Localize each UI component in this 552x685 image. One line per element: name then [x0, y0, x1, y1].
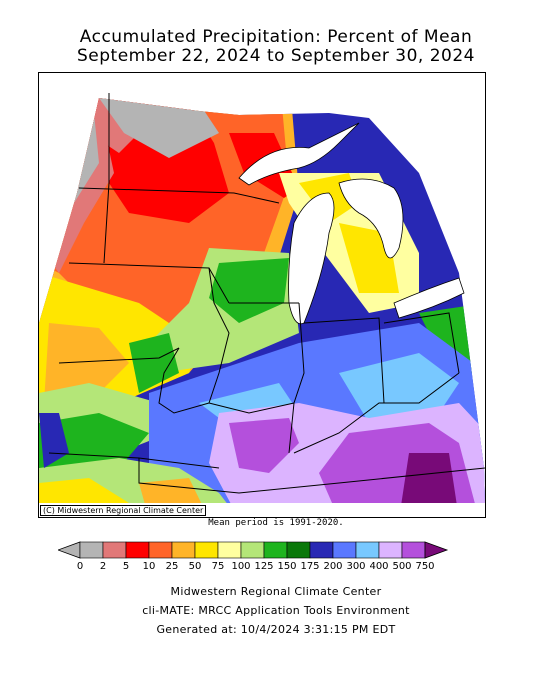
great-lakes	[238, 122, 465, 325]
legend-tick-label: 25	[165, 561, 179, 572]
map-date-range: September 22, 2024 to September 30, 2024	[76, 46, 476, 66]
legend-tick-label: 125	[254, 561, 274, 572]
color-legend	[58, 541, 449, 559]
precipitation-map: (C) Midwestern Regional Climate Center	[38, 72, 486, 518]
legend-tick-label: 0	[76, 561, 84, 572]
footer-center-name: Midwestern Regional Climate Center	[170, 585, 382, 598]
legend-swatch	[286, 541, 311, 559]
legend-tick-label: 100	[231, 561, 251, 572]
legend-swatch	[378, 541, 403, 559]
legend-tick-label: 75	[211, 561, 225, 572]
footer-generated-time: Generated at: 10/4/2024 3:31:15 PM EDT	[156, 623, 396, 636]
legend-swatch	[355, 541, 380, 559]
legend-tick-label: 5	[122, 561, 130, 572]
legend-over-arrow	[424, 541, 449, 559]
legend-swatch	[102, 541, 127, 559]
legend-tick-label: 400	[369, 561, 389, 572]
legend-tick-label: 10	[142, 561, 156, 572]
legend-swatch	[401, 541, 426, 559]
map-copyright: (C) Midwestern Regional Climate Center	[40, 505, 207, 516]
legend-swatch	[148, 541, 173, 559]
legend-tick-label: 50	[188, 561, 202, 572]
legend-tick-label: 175	[300, 561, 320, 572]
legend-under-arrow	[58, 541, 81, 559]
legend-swatch	[79, 541, 104, 559]
legend-tick-label: 150	[277, 561, 297, 572]
legend-swatch	[263, 541, 288, 559]
legend-swatch	[217, 541, 242, 559]
legend-swatch	[125, 541, 150, 559]
map-title: Accumulated Precipitation: Percent of Me…	[79, 27, 473, 47]
mean-period-note: Mean period is 1991-2020.	[208, 518, 344, 528]
map-canvas	[39, 93, 485, 503]
legend-swatch	[194, 541, 219, 559]
legend-tick-label: 2	[99, 561, 107, 572]
legend-tick-label: 500	[392, 561, 412, 572]
legend-tick-label: 750	[415, 561, 435, 572]
legend-tick-label: 300	[346, 561, 366, 572]
legend-swatch	[309, 541, 334, 559]
legend-tick-label: 200	[323, 561, 343, 572]
legend-swatch	[240, 541, 265, 559]
legend-swatch	[332, 541, 357, 559]
legend-swatch	[171, 541, 196, 559]
state-boundaries	[48, 93, 485, 494]
footer-tool-name: cli-MATE: MRCC Application Tools Environ…	[142, 604, 410, 617]
